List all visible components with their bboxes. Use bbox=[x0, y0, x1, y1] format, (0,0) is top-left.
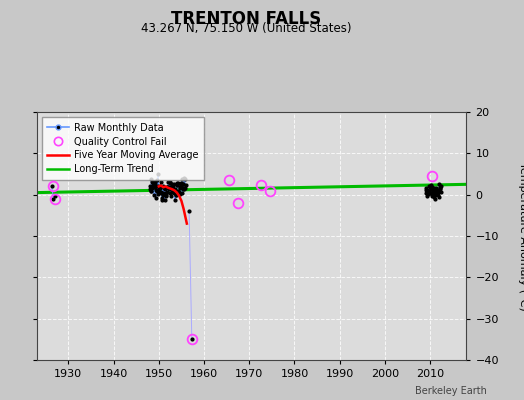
Text: Berkeley Earth: Berkeley Earth bbox=[416, 386, 487, 396]
Y-axis label: Temperature Anomaly (°C): Temperature Anomaly (°C) bbox=[518, 162, 524, 310]
Legend: Raw Monthly Data, Quality Control Fail, Five Year Moving Average, Long-Term Tren: Raw Monthly Data, Quality Control Fail, … bbox=[41, 117, 204, 180]
Text: TRENTON FALLS: TRENTON FALLS bbox=[171, 10, 321, 28]
Text: 43.267 N, 75.150 W (United States): 43.267 N, 75.150 W (United States) bbox=[141, 22, 352, 35]
